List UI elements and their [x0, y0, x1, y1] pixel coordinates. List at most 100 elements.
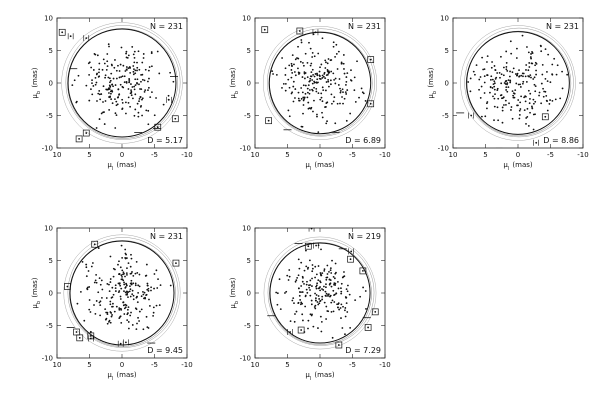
rejected-star: [314, 31, 317, 34]
data-point: [100, 112, 103, 115]
outer-contour: [69, 240, 176, 347]
data-point: [326, 62, 329, 65]
data-point: [344, 309, 346, 312]
data-point: [120, 274, 123, 277]
outer-contour: [267, 239, 375, 346]
data-point: [151, 91, 153, 94]
data-point: [293, 71, 296, 73]
rejected-star: [470, 114, 473, 117]
data-point: [345, 288, 348, 291]
data-point: [483, 81, 486, 84]
data-point: [120, 321, 123, 324]
data-point: [297, 301, 300, 304]
data-point: [106, 311, 109, 314]
data-point: [133, 56, 136, 59]
data-point: [326, 73, 329, 76]
membership-circle: [268, 31, 372, 135]
data-point: [317, 131, 320, 134]
data-point: [519, 108, 522, 110]
data-point: [111, 83, 114, 86]
data-point: [128, 79, 131, 82]
data-point: [85, 263, 88, 266]
data-point: [145, 294, 147, 297]
data-point: [325, 292, 328, 295]
data-point: [98, 301, 101, 304]
data-point: [551, 63, 554, 66]
data-point: [133, 85, 136, 88]
data-point: [122, 271, 125, 274]
data-point: [298, 267, 301, 270]
axis-label: μl (mas): [503, 161, 533, 172]
data-point: [288, 86, 291, 89]
data-point: [83, 319, 86, 322]
data-point: [132, 73, 135, 76]
data-point: [318, 74, 321, 77]
data-point: [303, 71, 306, 74]
data-point: [109, 321, 112, 324]
data-point: [555, 73, 558, 76]
data-point: [117, 282, 120, 285]
data-point: [125, 56, 128, 59]
data-point: [472, 70, 475, 73]
data-point: [124, 248, 127, 251]
data-point: [126, 267, 128, 270]
data-point: [315, 81, 318, 84]
data-point: [340, 282, 343, 285]
data-point: [344, 296, 347, 298]
data-point: [332, 289, 335, 292]
rejected-star-box: [304, 242, 312, 250]
data-point: [546, 109, 549, 112]
data-point: [136, 271, 139, 274]
rejected-star: [289, 331, 291, 333]
rejected-star-box: [82, 129, 90, 137]
rejected-star: [535, 141, 538, 144]
data-point: [505, 66, 508, 68]
data-point: [525, 122, 527, 125]
data-point: [142, 53, 145, 55]
data-point: [299, 299, 302, 301]
data-point: [287, 78, 290, 81]
plot-area: [63, 234, 181, 352]
data-point: [102, 85, 105, 88]
data-point: [94, 83, 97, 86]
data-point: [319, 300, 321, 303]
data-point: [531, 107, 534, 110]
data-point: [134, 307, 137, 310]
data-point: [553, 57, 556, 60]
data-point: [534, 90, 537, 93]
data-point: [99, 300, 102, 303]
data-point: [149, 96, 152, 99]
data-point: [158, 304, 161, 307]
data-point: [299, 60, 302, 63]
data-point: [346, 311, 349, 313]
data-point: [527, 51, 530, 54]
data-point: [479, 97, 482, 99]
data-point: [492, 83, 495, 86]
data-point: [114, 287, 117, 290]
data-point: [110, 312, 113, 314]
data-point: [325, 305, 328, 308]
data-point: [303, 269, 306, 272]
data-point: [311, 285, 313, 287]
data-point: [133, 61, 136, 64]
rejected-star-box: [64, 283, 71, 290]
data-point: [339, 102, 341, 105]
data-point: [506, 70, 509, 72]
data-point: [298, 99, 300, 102]
data-point: [317, 265, 320, 267]
rejected-star-box: [367, 56, 375, 63]
data-point: [95, 281, 98, 284]
data-point: [144, 89, 147, 92]
data-point: [288, 115, 291, 118]
data-point: [341, 96, 343, 98]
rejected-star: [315, 244, 317, 247]
chart-panel-1: 10 10 5 5 0 0 -5 -5 -10 -10 μl (mas) μb (mas) N = 23…: [31, 15, 193, 173]
data-point: [147, 287, 150, 290]
data-point: [152, 315, 155, 317]
data-point: [117, 263, 119, 266]
data-point: [121, 269, 124, 272]
data-point: [508, 102, 510, 105]
data-point: [108, 319, 111, 322]
data-point: [526, 107, 529, 110]
data-point: [344, 307, 347, 309]
